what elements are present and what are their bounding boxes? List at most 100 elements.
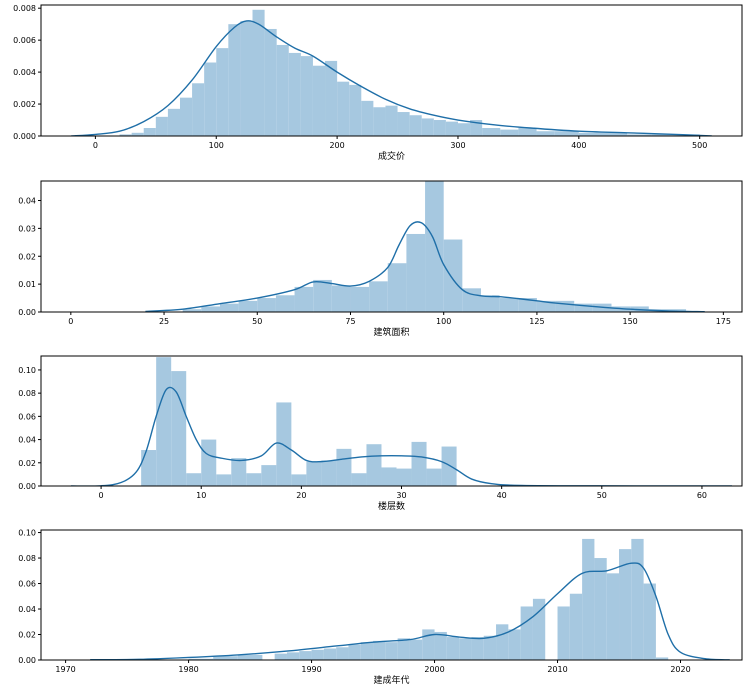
histogram-bar [482, 128, 501, 136]
x-tick-label: 0 [93, 141, 98, 150]
histogram-bar [171, 371, 187, 486]
y-tick-label: 0.000 [13, 132, 36, 141]
histogram-bar [578, 132, 604, 136]
histogram-bar [409, 115, 422, 136]
histogram-bar [385, 642, 398, 660]
histogram-bar [369, 281, 388, 312]
histogram-bar [201, 306, 220, 312]
histogram-bar [323, 648, 337, 660]
axes-frame [40, 529, 743, 661]
histogram-bar [348, 644, 361, 660]
x-tick-label: 100 [436, 317, 451, 326]
histogram-bar [182, 309, 202, 312]
x-tick-label: 100 [209, 141, 224, 150]
histogram-bar [470, 120, 483, 136]
y-tick-label: 0.08 [18, 389, 36, 398]
x-tick-label: 10 [196, 491, 206, 500]
histogram-bar [496, 624, 509, 660]
x-axis-label: 楼层数 [378, 500, 405, 512]
histogram-bar [219, 303, 239, 312]
histogram-bar [381, 467, 397, 486]
histogram-bar [508, 629, 521, 660]
histogram-bar [131, 132, 144, 136]
histogram-bar [373, 640, 386, 660]
y-tick-label: 0.00 [18, 656, 36, 665]
plot-area [145, 181, 705, 312]
y-tick-label: 0.00 [18, 308, 36, 317]
histogram-bar [574, 303, 593, 312]
y-tick-label: 0.06 [18, 580, 36, 589]
histogram-bar [286, 652, 300, 660]
histogram-bar [426, 468, 442, 486]
histogram-bar [443, 239, 463, 312]
y-tick-label: 0.04 [18, 197, 36, 206]
axes-frame [40, 180, 743, 313]
histogram-bar [603, 132, 628, 136]
histogram-bar [119, 134, 132, 136]
histogram-bar [237, 654, 263, 660]
histogram-bar [536, 131, 555, 136]
histogram-bar [397, 112, 410, 136]
histogram-bar [445, 121, 458, 136]
histogram-bar [186, 473, 202, 486]
histogram-bar [228, 24, 241, 136]
x-tick-label: 60 [697, 491, 707, 500]
x-tick-label: 300 [450, 141, 465, 150]
y-tick-label: 0.00 [18, 482, 36, 491]
histogram-bar [201, 439, 217, 486]
histogram-bar [631, 538, 644, 660]
y-tick-label: 0.10 [18, 529, 36, 538]
x-tick-label: 400 [571, 141, 586, 150]
histogram-bar [606, 573, 620, 660]
histogram-bar [499, 298, 519, 312]
histogram-bar [409, 639, 423, 660]
histogram-bar [349, 84, 362, 136]
histogram-bar [557, 606, 570, 660]
histogram-bar [373, 107, 386, 136]
histogram-bar [655, 657, 669, 660]
histogram-bar [276, 44, 289, 136]
histogram-bar [518, 128, 537, 136]
kde-line [71, 386, 732, 486]
histogram-bar [518, 298, 537, 312]
histogram-bar [312, 65, 326, 136]
histogram-bar [311, 649, 324, 660]
histogram-bar [299, 651, 312, 660]
y-tick-label: 0.002 [13, 100, 36, 109]
histogram-bar [569, 593, 583, 660]
histogram-bar [594, 558, 607, 660]
histogram-bar [462, 288, 481, 312]
histogram-bar [276, 402, 292, 486]
histogram-bar [651, 134, 676, 136]
histogram-bar [337, 81, 350, 136]
histogram-bar [411, 441, 427, 486]
histogram-bar [167, 108, 180, 136]
histogram-bar [441, 446, 457, 486]
histogram-bar [619, 549, 632, 660]
x-tick-label: 500 [692, 141, 707, 150]
histogram-bar [274, 653, 287, 660]
histogram-bar [425, 181, 444, 312]
plot-area [71, 9, 712, 136]
x-tick-label: 25 [159, 317, 169, 326]
x-tick-label: 75 [345, 317, 355, 326]
histogram-bar [361, 100, 374, 136]
histogram-bar [520, 606, 533, 660]
histogram-bar [422, 629, 435, 660]
histogram-bar [257, 298, 276, 312]
histogram-bar [246, 473, 262, 486]
histogram-bar [261, 465, 277, 486]
histogram-bar [204, 62, 217, 136]
histogram-bar [300, 56, 313, 136]
histogram-bar [313, 279, 332, 312]
x-tick-label: 150 [622, 317, 637, 326]
histogram-bar [471, 637, 484, 660]
x-tick-label: 0 [99, 491, 104, 500]
y-tick-label: 0.004 [13, 68, 36, 77]
y-tick-label: 0.03 [18, 224, 36, 233]
subplot-floors: 0 10 20 30 40 50 60 0.00 0.02 0.04 0.06 0.08 0.10 楼层数 [18, 355, 743, 512]
kde-line [145, 221, 705, 312]
subplot-area: 0 25 50 75 100 125 150 175 0.00 0.01 0.02 0.03 0.04 建… [18, 180, 743, 338]
histogram-bar [555, 300, 575, 312]
